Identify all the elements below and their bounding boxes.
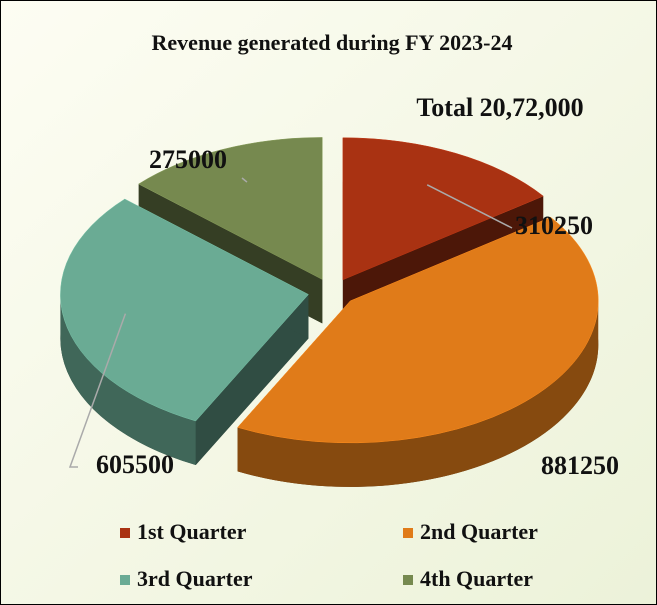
chart-title: Revenue generated during FY 2023-24 (152, 30, 513, 55)
legend-swatch (120, 575, 130, 585)
slice-top (342, 137, 544, 281)
slice-top (138, 137, 323, 280)
data-label: 310250 (515, 211, 593, 240)
leader-line (68, 313, 127, 468)
legend-label: 3rd Quarter (137, 566, 253, 591)
legend-label: 4th Quarter (420, 566, 533, 591)
leader-line (241, 177, 248, 183)
legend-label: 1st Quarter (137, 519, 247, 544)
slice-top (237, 216, 599, 444)
legend-label: 2nd Quarter (420, 519, 538, 544)
legend-swatch (403, 528, 413, 538)
data-label: 605500 (96, 450, 174, 479)
data-label: 275000 (149, 145, 227, 174)
data-label: 881250 (541, 451, 619, 480)
slice (237, 216, 599, 487)
leader-line (426, 184, 513, 229)
slice-wall (60, 294, 196, 465)
legend-swatch (120, 528, 130, 538)
slice-top (60, 198, 309, 422)
slice-side (195, 294, 309, 465)
slice (60, 198, 309, 465)
slice-wall (237, 300, 599, 487)
legend-swatch (403, 575, 413, 585)
annotation: Total 20,72,000 (416, 93, 583, 122)
